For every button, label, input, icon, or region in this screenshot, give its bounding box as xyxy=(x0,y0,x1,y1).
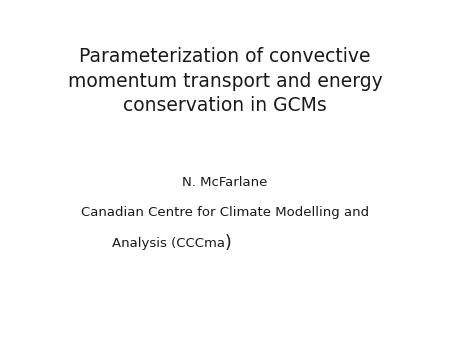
Text: Canadian Centre for Climate Modelling and: Canadian Centre for Climate Modelling an… xyxy=(81,207,369,219)
Text: Parameterization of convective
momentum transport and energy
conservation in GCM: Parameterization of convective momentum … xyxy=(68,47,382,115)
Text: N. McFarlane: N. McFarlane xyxy=(182,176,268,189)
Text: Analysis (CCCma: Analysis (CCCma xyxy=(112,237,225,250)
Text: ): ) xyxy=(225,234,232,252)
